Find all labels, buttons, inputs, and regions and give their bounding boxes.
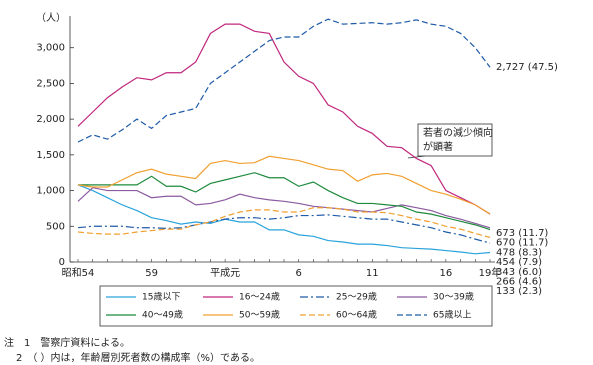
end-label: 2,727 (47.5) (496, 62, 558, 73)
note: 2 （ ）内は，年齢層別死者数の構成率（%）である。 (16, 351, 260, 364)
y-unit: （人） (36, 12, 66, 24)
x-tick-label: 19年 (479, 266, 502, 279)
end-label: 343 (6.0) (496, 267, 542, 278)
series-line (77, 214, 491, 244)
end-label: 133 (2.3) (496, 286, 542, 297)
y-tick-label: 2,500 (36, 78, 65, 89)
end-label: 266 (4.6) (496, 277, 542, 288)
x-tick-label: 59 (145, 268, 158, 279)
y-tick-label: 3,000 (36, 43, 65, 54)
series-line (78, 172, 491, 231)
series-line (77, 207, 491, 239)
legend-box (99, 285, 493, 327)
series-line (77, 155, 491, 215)
legend-label: 15歳以下 (142, 291, 180, 303)
y-tick-label: 500 (46, 221, 65, 232)
legend-label: 40～49歳 (142, 309, 183, 321)
series-line (77, 23, 491, 215)
y-tick-label: 1,000 (36, 186, 65, 197)
annotation: が顕著 (423, 140, 453, 153)
x-tick-label: 6 (296, 268, 302, 279)
annotation-leader (407, 155, 426, 159)
x-tick-label: 昭和54 (62, 267, 95, 279)
note: 注 1 警察庁資料による。 (4, 336, 130, 349)
legend-label: 60～64歳 (336, 309, 377, 321)
series-line (77, 187, 491, 229)
legend-label: 16～24歳 (239, 291, 280, 303)
x-tick-label: 11 (366, 268, 379, 279)
end-label: 670 (11.7) (496, 238, 548, 249)
y-tick-label: 0 (59, 257, 65, 268)
series-line (77, 184, 491, 255)
end-label: 454 (7.9) (496, 257, 542, 268)
annotation-box (417, 123, 493, 157)
legend-label: 30～39歳 (433, 291, 474, 303)
legend-label: 25～29歳 (336, 291, 377, 303)
series-line (77, 18, 491, 143)
x-tick-label: 16 (439, 268, 452, 279)
annotation: 若者の減少傾向 (423, 126, 493, 139)
x-tick-label: 平成元 (210, 267, 240, 279)
legend-label: 50～59歳 (239, 309, 280, 321)
y-tick-label: 2,000 (36, 114, 65, 125)
end-label: 673 (11.7) (496, 228, 548, 239)
y-tick-label: 1,500 (36, 150, 65, 161)
end-label: 478 (8.3) (496, 247, 542, 258)
legend-label: 65歳以上 (433, 309, 471, 321)
